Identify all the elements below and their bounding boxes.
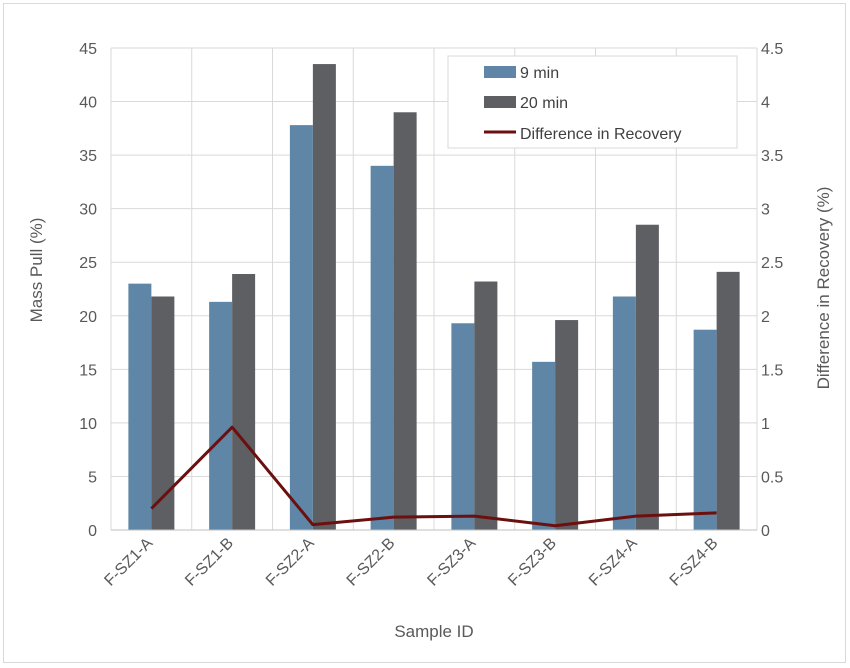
legend-swatch-20min xyxy=(484,96,516,108)
x-axis-title: Sample ID xyxy=(394,622,473,641)
x-tick-label: F-SZ4-B xyxy=(667,535,722,590)
y2-axis-title: Difference in Recovery (%) xyxy=(814,187,833,390)
x-axis-ticks: F-SZ1-A F-SZ1-B F-SZ2-A F-SZ2-B F-SZ3-A F-SZ3… xyxy=(101,535,721,590)
legend-swatch-9min xyxy=(484,66,516,78)
y2-tick-label: 1.5 xyxy=(761,362,783,379)
y2-tick-label: 0 xyxy=(761,523,770,540)
x-tick-label: F-SZ2-A xyxy=(263,535,318,590)
recovery-line xyxy=(150,425,717,528)
legend: 9 min 20 min Difference in Recovery xyxy=(447,55,738,149)
y-tick-label: 30 xyxy=(79,202,97,219)
y-tick-label: 40 xyxy=(79,95,97,112)
legend-label-recovery: Difference in Recovery xyxy=(520,126,682,143)
x-tick-label: F-SZ1-A xyxy=(101,535,156,590)
y2-tick-label: 2 xyxy=(761,309,770,326)
y-tick-label: 15 xyxy=(79,362,97,379)
right-axis-ticks: 0 0.5 1 1.5 2 2.5 3 3.5 4 4.5 xyxy=(761,41,783,540)
y2-tick-label: 3.5 xyxy=(761,148,783,165)
bar-20-min-F-SZ2-B xyxy=(393,112,417,531)
y2-tick-label: 1 xyxy=(761,416,770,433)
y-tick-label: 10 xyxy=(79,416,97,433)
bar-20-min-F-SZ3-A xyxy=(474,281,498,530)
bar-9-min-F-SZ2-A xyxy=(289,125,313,531)
bars xyxy=(128,64,740,531)
x-tick-label: F-SZ2-B xyxy=(344,535,399,590)
y-tick-label: 5 xyxy=(88,469,97,486)
left-axis-ticks: 0 5 10 15 20 25 30 35 40 45 xyxy=(79,41,97,540)
y-tick-label: 35 xyxy=(79,148,97,165)
y2-tick-label: 4.5 xyxy=(761,41,783,58)
bar-9-min-F-SZ1-B xyxy=(209,301,233,530)
x-tick-label: F-SZ1-B xyxy=(182,535,237,590)
bar-9-min-F-SZ3-B xyxy=(532,361,556,530)
bar-20-min-F-SZ4-B xyxy=(716,271,740,530)
y2-tick-label: 0.5 xyxy=(761,469,783,486)
x-tick-label: F-SZ3-A xyxy=(424,535,479,590)
bar-20-min-F-SZ2-A xyxy=(312,64,336,531)
legend-label-20min: 20 min xyxy=(520,95,568,112)
recovery-line-path xyxy=(150,425,717,528)
bar-9-min-F-SZ1-A xyxy=(128,283,152,530)
x-tick-label: F-SZ3-B xyxy=(505,535,560,590)
bar-9-min-F-SZ3-A xyxy=(451,323,475,530)
bar-9-min-F-SZ4-B xyxy=(693,329,717,530)
y2-tick-label: 4 xyxy=(761,95,770,112)
x-tick-label: F-SZ4-A xyxy=(586,535,641,590)
y2-tick-label: 3 xyxy=(761,202,770,219)
y-tick-label: 25 xyxy=(79,255,97,272)
bar-20-min-F-SZ3-B xyxy=(555,320,579,530)
bar-20-min-F-SZ1-B xyxy=(232,274,256,530)
bar-20-min-F-SZ1-A xyxy=(151,296,175,530)
y-tick-label: 0 xyxy=(88,523,97,540)
bar-9-min-F-SZ2-B xyxy=(370,165,394,531)
y2-tick-label: 2.5 xyxy=(761,255,783,272)
y-axis-title: Mass Pull (%) xyxy=(27,218,46,323)
y-tick-label: 20 xyxy=(79,309,97,326)
bar-9-min-F-SZ4-A xyxy=(612,296,636,530)
legend-label-9min: 9 min xyxy=(520,65,559,82)
bar-20-min-F-SZ4-A xyxy=(635,224,659,530)
y-tick-label: 45 xyxy=(79,41,97,58)
